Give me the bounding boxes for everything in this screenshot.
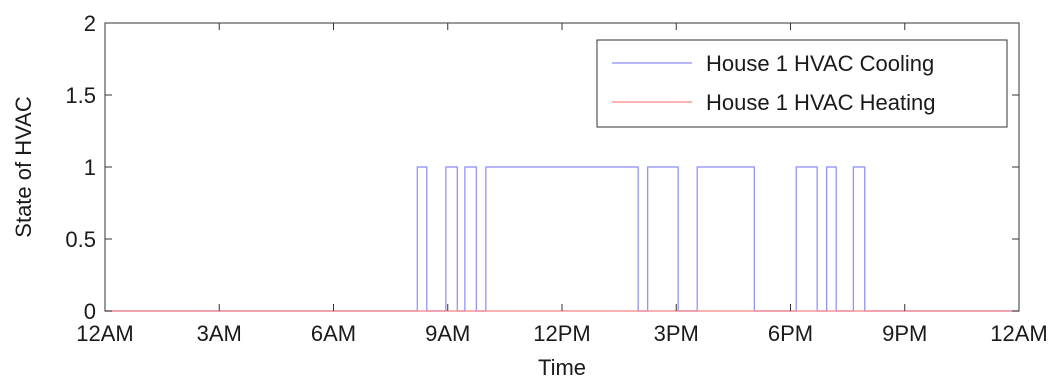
y-axis-ticks: 0 0.5 1 1.5 2 — [65, 11, 1019, 324]
legend: House 1 HVAC Cooling House 1 HVAC Heatin… — [596, 39, 1008, 128]
y-tick-label: 0.5 — [65, 227, 96, 252]
x-tick-label: 12AM — [76, 321, 133, 346]
legend-label-heating: House 1 HVAC Heating — [706, 90, 936, 115]
x-axis-label: Time — [538, 355, 586, 380]
series-cooling-line — [105, 166, 1019, 312]
y-tick-label: 1.5 — [65, 83, 96, 108]
x-tick-label: 6PM — [768, 321, 813, 346]
y-axis-label: State of HVAC — [11, 96, 36, 238]
x-tick-label: 3PM — [654, 321, 699, 346]
legend-label-cooling: House 1 HVAC Cooling — [706, 51, 934, 76]
y-tick-label: 0 — [84, 299, 96, 324]
x-tick-label: 12PM — [533, 321, 590, 346]
x-tick-label: 6AM — [311, 321, 356, 346]
y-tick-label: 1 — [84, 155, 96, 180]
x-tick-label: 12AM — [990, 321, 1047, 346]
series-layer — [105, 166, 1019, 312]
legend-box — [596, 39, 1008, 128]
x-axis-ticks: 12AM 3AM 6AM 9AM 12PM 3PM 6PM 9PM 12AM — [76, 23, 1048, 346]
x-tick-label: 3AM — [197, 321, 242, 346]
x-tick-label: 9PM — [882, 321, 927, 346]
x-tick-label: 9AM — [425, 321, 470, 346]
y-tick-label: 2 — [84, 11, 96, 36]
